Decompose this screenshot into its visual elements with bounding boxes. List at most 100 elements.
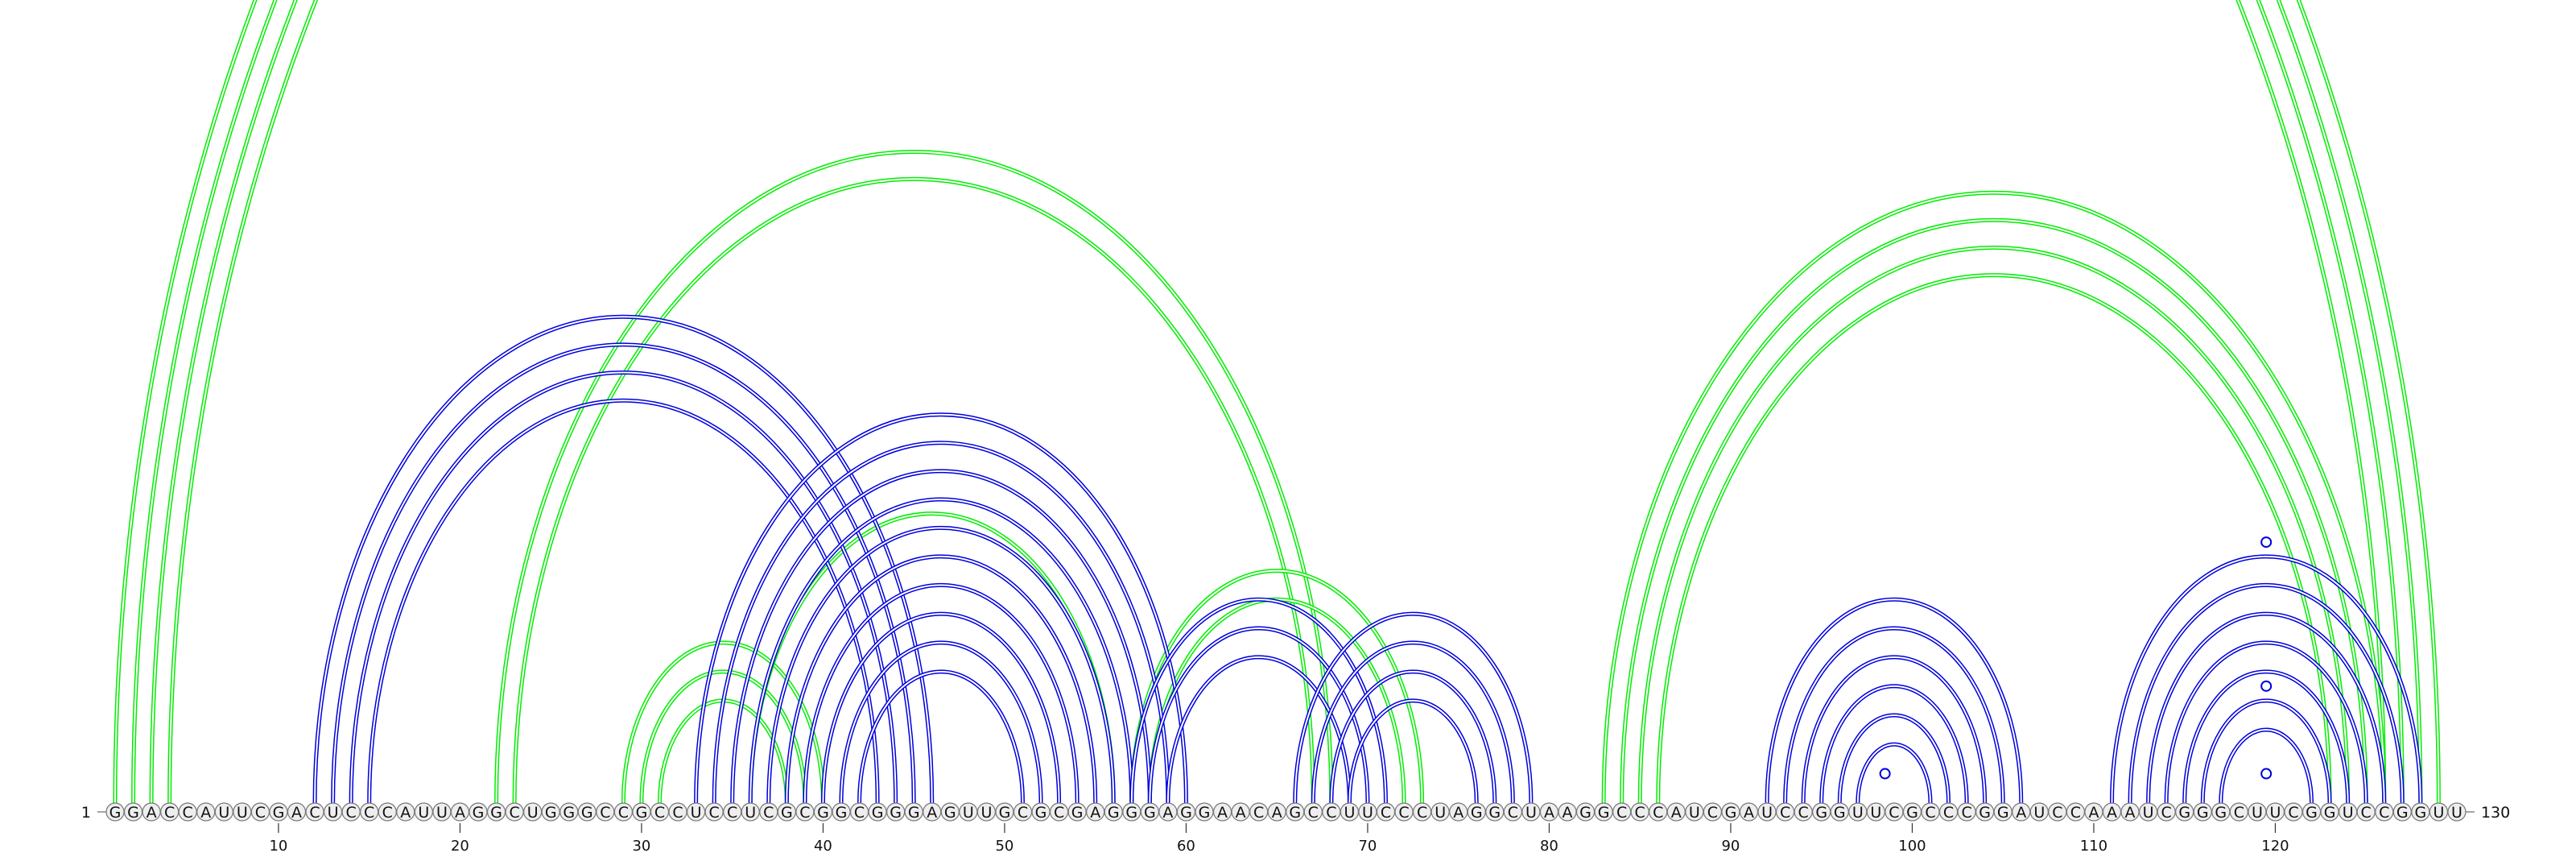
predicted-arc-core [640, 670, 806, 804]
reference-arc-core [786, 555, 1096, 804]
reference-arc-core [2165, 641, 2368, 804]
reference-arc-core [1294, 613, 1532, 804]
nucleotide-letter: A [2016, 804, 2026, 822]
reference-arc [1856, 742, 1933, 804]
reference-arc [331, 342, 916, 804]
end-label: 130 [2481, 804, 2510, 822]
predicted-arc-core [1639, 246, 2349, 804]
tick-label: 80 [1540, 838, 1558, 855]
nucleotide-letter: C [255, 804, 266, 822]
nucleotide-letter: C [1889, 804, 1899, 822]
nucleotide-letter: C [1326, 804, 1336, 822]
nucleotide-letter: G [2215, 804, 2227, 822]
reference-arc-core [1348, 699, 1478, 804]
nucleotide-letter: C [1635, 804, 1645, 822]
reference-arc [857, 669, 1025, 804]
nucleotide-letter: U [1852, 804, 1864, 822]
nucleotide-letter: G [908, 804, 920, 822]
nucleotide-letter: C [2288, 804, 2298, 822]
nucleotide-letter: C [1616, 804, 1627, 822]
tick-label: 100 [1898, 838, 1926, 855]
reference-arc-core [2129, 584, 2404, 804]
reference-arc [1837, 713, 1951, 804]
nucleotide-letter: C [509, 804, 519, 822]
nucleotide-letter: C [2379, 804, 2389, 822]
nucleotide-letter: C [1253, 804, 1264, 822]
nucleotide-letter: C [1707, 804, 1718, 822]
predicted-arcs [113, 0, 2441, 804]
reference-arc-core [2183, 670, 2349, 804]
nucleotide-letter: A [2107, 804, 2117, 822]
nucleotide-letter: G [1488, 804, 1501, 822]
reference-arc-core [1820, 685, 1968, 804]
nucleotide-letter: G [563, 804, 575, 822]
nucleotide-letter: G [1471, 804, 1483, 822]
predicted-arc [149, 0, 2405, 804]
reference-arc-core [767, 527, 1115, 804]
reference-arc-core [314, 316, 933, 804]
nucleotide-letter: G [872, 804, 884, 822]
predicted-arc-core [1657, 274, 2331, 804]
nucleotide-letter: G [473, 804, 485, 822]
nucleotide-letter: U [1870, 804, 1881, 822]
reference-arc [312, 314, 935, 804]
nucleotide-letter: C [1417, 804, 1427, 822]
reference-arc-core [1839, 714, 1950, 804]
position-axis: 10 20 30 40 50 60 70 80 90 100 110 120 [269, 823, 2289, 855]
nucleotide-letter: A [291, 804, 302, 822]
nucleotide-letter: G [581, 804, 593, 822]
nucleotide-letter: A [1544, 804, 1554, 822]
predicted-arc-core [1130, 569, 1423, 804]
nucleotide-letter: G [1598, 804, 1610, 822]
nucleotide-letter: C [1054, 804, 1064, 822]
predicted-arc [494, 149, 1334, 804]
nucleotide-letter: U [328, 804, 339, 822]
start-label: 1 [81, 804, 91, 822]
tick-label: 50 [995, 838, 1013, 855]
nucleotide-letter: C [164, 804, 175, 822]
predicted-arc [512, 176, 1315, 804]
nucleotide-letter: A [1162, 804, 1173, 822]
nucleotide-letter: U [2143, 804, 2154, 822]
nucleotide-letter: C [2161, 804, 2172, 822]
tick-label: 110 [2080, 838, 2107, 855]
reference-arc-core [2219, 729, 2313, 804]
predicted-arc-core [1620, 219, 2368, 804]
reference-arc-core [858, 670, 1024, 804]
nucleotide-letter: C [1653, 804, 1663, 822]
predicted-arc [131, 0, 2423, 804]
nucleotide-letter: G [1108, 804, 1120, 822]
nucleotide-letter: A [1217, 804, 1228, 822]
nucleotide-letter: C [618, 804, 629, 822]
nucleotide-letter: U [418, 804, 429, 822]
nucleotide-letter: C [2052, 804, 2062, 822]
predicted-arc-core [132, 0, 2421, 804]
tick-label: 20 [451, 838, 469, 855]
arc-markers [1879, 536, 2273, 780]
reference-arc-core [1802, 656, 1986, 804]
nucleotide-letter: U [2433, 804, 2444, 822]
nucleotide-letter: A [400, 804, 411, 822]
nucleotide-letter: G [636, 804, 648, 822]
arc-marker [2260, 768, 2273, 780]
nucleotide-letter: U [1689, 804, 1700, 822]
nucleotide-letter: U [1362, 804, 1373, 822]
nucleotide-letter: G [1071, 804, 1084, 822]
reference-arc-core [1166, 656, 1351, 804]
nucleotide-letter: C [1925, 804, 1935, 822]
nucleotide-letter: U [527, 804, 539, 822]
nucleotide-letter: G [2414, 804, 2426, 822]
nucleotide-letter: C [2361, 804, 2372, 822]
reference-arc-core [1149, 627, 1368, 804]
nucleotide-letter: U [237, 804, 248, 822]
nucleotide-letter: A [2125, 804, 2136, 822]
nucleotide-letter: C [309, 804, 320, 822]
nucleotide [2447, 802, 2467, 822]
tick-label: 120 [2261, 838, 2289, 855]
nucleotide-letter: C [709, 804, 720, 822]
nucleotide-letter: A [200, 804, 211, 822]
nucleotide-letter: A [1453, 804, 1463, 822]
nucleotide-letter: G [2324, 804, 2336, 822]
nucleotide-letter: A [1272, 804, 1282, 822]
reference-arc-core [749, 499, 1133, 804]
